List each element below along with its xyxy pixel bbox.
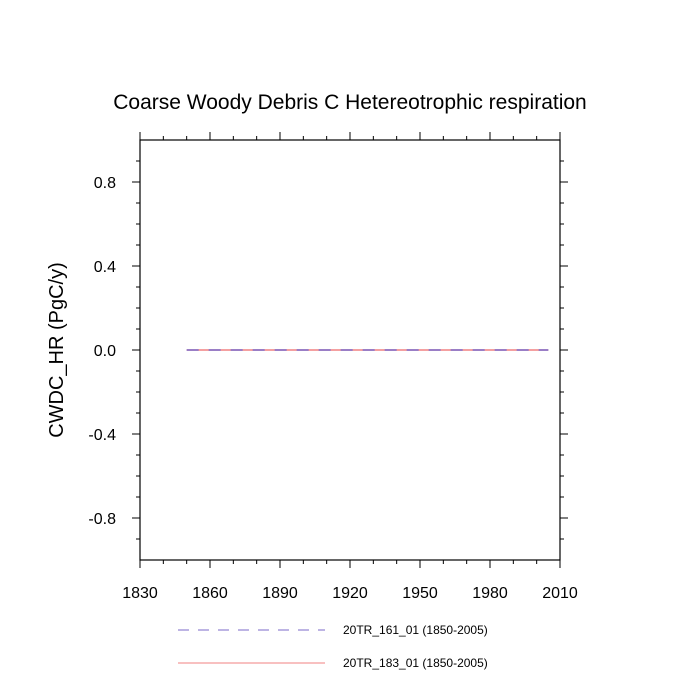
chart-title: Coarse Woody Debris C Hetereotrophic res…	[113, 91, 586, 114]
y-axis-label: CWDC_HR (PgC/y)	[46, 262, 68, 438]
y-tick-label: -0.4	[88, 427, 116, 444]
x-tick-label: 1980	[472, 585, 508, 602]
y-tick-label: 0.4	[94, 259, 116, 276]
axis-ticks: 1830 1860 1890 1920 1950 1980 2010 -0.8 -0.4 0.0 0…	[88, 132, 578, 602]
x-tick-label: 1950	[402, 585, 438, 602]
x-tick-label: 1830	[122, 585, 158, 602]
x-tick-label: 1860	[192, 585, 228, 602]
x-tick-label: 1920	[332, 585, 368, 602]
legend-label-1: 20TR_161_01 (1850-2005)	[343, 623, 488, 637]
x-tick-label: 2010	[542, 585, 578, 602]
y-tick-label: 0.0	[94, 343, 116, 360]
y-tick-label: 0.8	[94, 175, 116, 192]
legend-label-2: 20TR_183_01 (1850-2005)	[343, 656, 488, 670]
legend: 20TR_161_01 (1850-2005) 20TR_183_01 (1850…	[178, 623, 488, 670]
y-tick-label: -0.8	[88, 511, 116, 528]
x-tick-label: 1890	[262, 585, 298, 602]
